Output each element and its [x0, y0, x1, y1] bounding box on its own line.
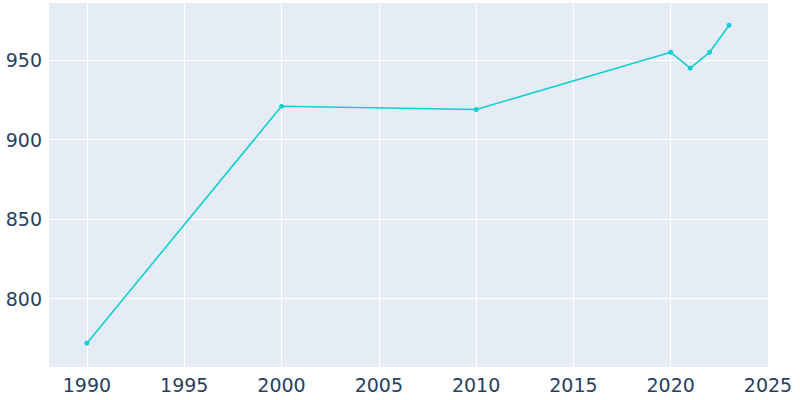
svg-text:2005: 2005 [355, 374, 403, 396]
svg-text:900: 900 [6, 129, 42, 151]
svg-text:2020: 2020 [647, 374, 695, 396]
svg-text:1990: 1990 [63, 374, 111, 396]
svg-text:800: 800 [6, 288, 42, 310]
svg-text:2000: 2000 [257, 374, 305, 396]
svg-text:1995: 1995 [160, 374, 208, 396]
svg-text:950: 950 [6, 49, 42, 71]
svg-text:2015: 2015 [549, 374, 597, 396]
svg-text:850: 850 [6, 208, 42, 230]
svg-text:2010: 2010 [452, 374, 500, 396]
svg-text:2025: 2025 [744, 374, 792, 396]
